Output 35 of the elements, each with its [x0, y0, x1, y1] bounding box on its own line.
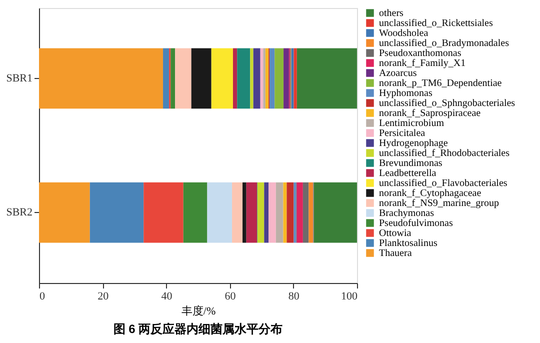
- legend-label: Hyphomonas: [379, 88, 432, 99]
- legend-label: norank_f_Saprospiraceae: [379, 108, 482, 119]
- legend-label: norank_f_NS9_marine_group: [379, 198, 499, 209]
- legend-label: unclassified_f_Rhodobacteriales: [379, 148, 510, 159]
- text: 图 6 两反应器内细菌属水平分布: [113, 322, 283, 336]
- legend-label: Thauera: [379, 248, 412, 259]
- legend-label: Pseudoxanthomonas: [379, 48, 462, 59]
- legend-label: Persicitalea: [379, 128, 426, 139]
- legend-label: norank_f_Cytophagaceae: [379, 188, 482, 199]
- x-tick-label: 80: [288, 290, 300, 302]
- legend-label: Leadbetterella: [379, 168, 437, 179]
- legend-label: Lentimicrobium: [379, 118, 444, 129]
- x-tick-label: 20: [98, 290, 110, 302]
- y-tick-label: SBR1: [6, 72, 32, 84]
- legend-label: unclassified_o_Sphngobacteriales: [379, 98, 516, 109]
- legend-label: Brachymonas: [379, 208, 434, 219]
- y-tick-label: SBR2: [6, 206, 32, 219]
- legend-label: unclassified_o_Bradymonadales: [379, 38, 510, 49]
- legend-label: Pseudofulvimonas: [379, 218, 453, 229]
- legend-label: norank_p_TM6_Dependentiae: [379, 78, 502, 89]
- x-tick-label: 0: [40, 290, 46, 302]
- legend-label: Hydrogenophage: [379, 138, 448, 149]
- x-tick-label: 40: [161, 290, 173, 302]
- x-tick-label: 100: [341, 290, 358, 302]
- legend-label: Azoarcus: [379, 68, 417, 79]
- legend-label: unclassified_o_Flavobacteriales: [379, 178, 508, 189]
- legend-label: Planktosalinus: [379, 238, 438, 249]
- legend-label: unclassified_o_Rickettsiales: [379, 18, 493, 29]
- legend-label: Brevundimonas: [379, 158, 442, 169]
- x-axis-title: 丰度/%: [181, 304, 216, 318]
- legend-label: norank_f_Family_X1: [379, 58, 466, 69]
- x-tick-label: 60: [224, 290, 236, 302]
- legend-label: Woodsholea: [379, 28, 429, 39]
- legend-label: Ottowia: [379, 228, 412, 239]
- legend-label: others: [379, 8, 404, 19]
